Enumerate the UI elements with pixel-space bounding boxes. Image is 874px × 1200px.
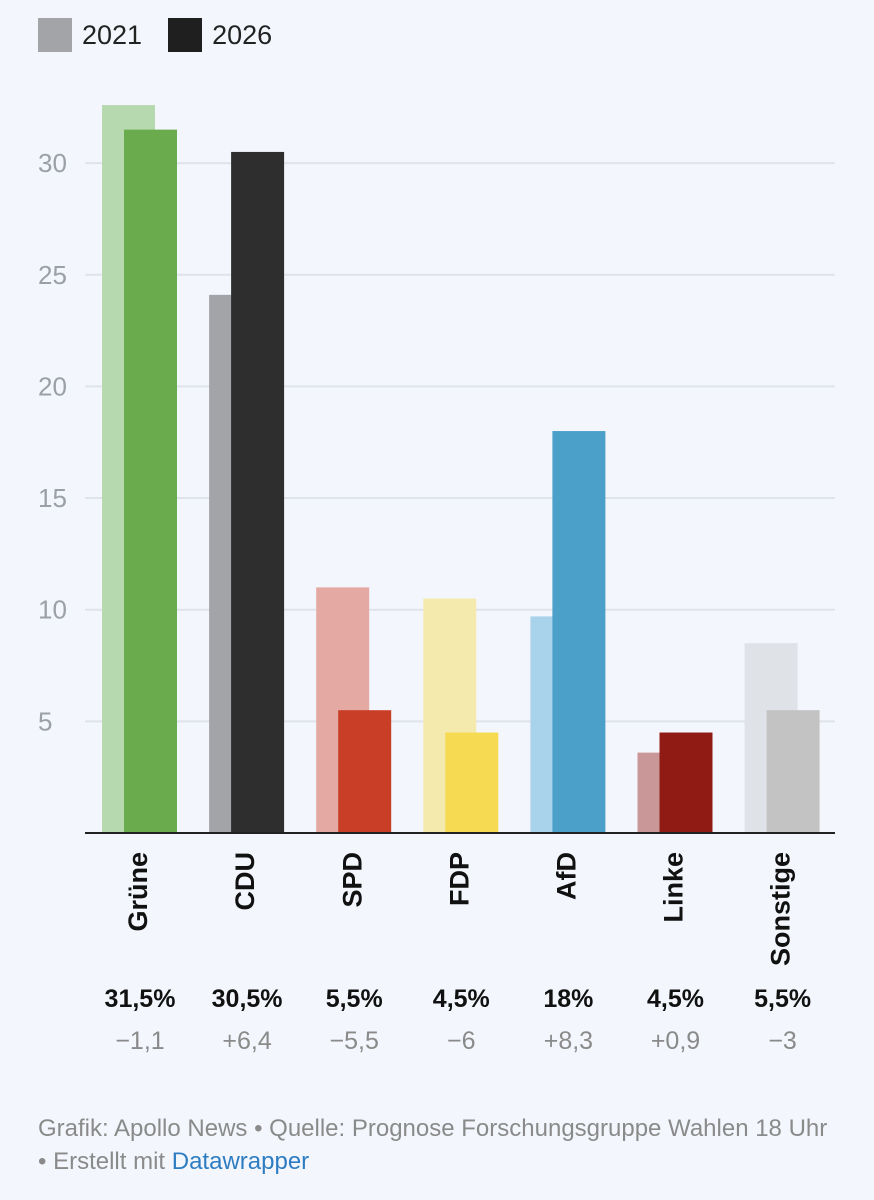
chart-footer: Grafik: Apollo News • Quelle: Prognose F… [38, 1112, 838, 1178]
y-tick-label-30: 30 [38, 148, 67, 178]
y-tick-label-20: 20 [38, 371, 67, 401]
value-label-SPD: 5,5% [326, 985, 383, 1013]
change-label-Linke: +0,9 [651, 1027, 700, 1055]
category-label-SPD: SPD [337, 852, 367, 908]
category-label-CDU: CDU [230, 852, 260, 911]
y-tick-label-25: 25 [38, 260, 67, 290]
legend-item-2021: 2021 [38, 18, 142, 52]
y-tick-label-15: 15 [38, 483, 67, 513]
bar-2026-AfD [552, 431, 606, 833]
bar-chart: 5 10 15 20 25 30 Grüne 31,5% −1,1 CDU 30,5% +6,4 SPD… [38, 105, 835, 1055]
value-label-CDU: 30,5% [212, 985, 283, 1013]
change-label-AfD: +8,3 [544, 1027, 593, 1055]
bar-2026-SPD [338, 710, 392, 833]
legend-swatch-2021 [38, 18, 72, 52]
y-tick-label-5: 5 [38, 706, 52, 736]
category-label-Sonstige: Sonstige [766, 852, 796, 966]
change-label-Grüne: −1,1 [115, 1027, 164, 1055]
datawrapper-link[interactable]: Datawrapper [171, 1148, 310, 1175]
legend-label-2021: 2021 [82, 19, 143, 50]
source-text: Grafik: Apollo News • Quelle: Prognose F… [38, 1115, 828, 1175]
legend: 2021 2026 [38, 18, 272, 52]
bar-2026-Linke [659, 732, 713, 833]
value-label-FDP: 4,5% [433, 985, 490, 1013]
value-label-AfD: 18% [543, 985, 593, 1013]
y-tick-label-10: 10 [38, 595, 67, 625]
bar-2026-CDU [231, 151, 285, 833]
value-label-Linke: 4,5% [647, 985, 704, 1013]
change-label-FDP: −6 [447, 1027, 476, 1055]
value-label-Grüne: 31,5% [105, 985, 176, 1013]
category-label-FDP: FDP [444, 852, 474, 906]
bar-2026-Grüne [124, 129, 177, 834]
category-label-Linke: Linke [659, 852, 689, 923]
legend-label-2026: 2026 [212, 19, 273, 50]
change-label-Sonstige: −3 [768, 1027, 797, 1055]
value-label-Sonstige: 5,5% [754, 985, 811, 1013]
bar-2026-FDP [445, 732, 499, 833]
legend-swatch-2026 [168, 18, 203, 52]
category-label-Grüne: Grüne [123, 852, 153, 932]
legend-item-2026: 2026 [168, 18, 272, 52]
category-label-AfD: AfD [552, 852, 582, 900]
bar-2026-Sonstige [766, 710, 820, 833]
change-label-SPD: −5,5 [330, 1027, 379, 1055]
change-label-CDU: +6,4 [222, 1027, 271, 1055]
